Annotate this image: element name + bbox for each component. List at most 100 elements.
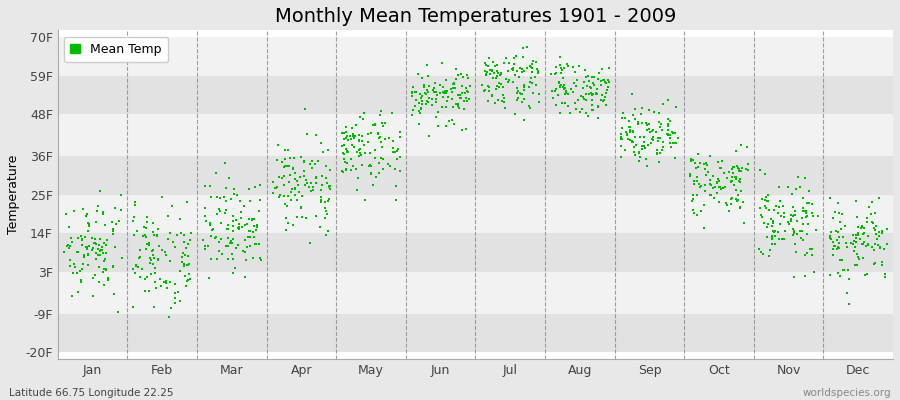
Point	[248, 241, 263, 248]
Point	[508, 111, 523, 117]
Point	[411, 70, 426, 77]
Point	[781, 184, 796, 191]
Point	[690, 151, 705, 158]
Point	[428, 80, 442, 86]
Point	[581, 91, 596, 98]
Point	[99, 267, 113, 274]
Point	[150, 256, 165, 263]
Point	[625, 139, 639, 146]
Point	[158, 248, 172, 255]
Point	[583, 83, 598, 90]
Text: worldspecies.org: worldspecies.org	[803, 388, 891, 398]
Point	[597, 77, 611, 83]
Point	[346, 163, 360, 169]
Point	[795, 228, 809, 234]
Point	[480, 72, 494, 79]
Point	[163, 279, 177, 286]
Point	[553, 62, 567, 68]
Point	[626, 139, 641, 146]
Point	[107, 291, 122, 297]
Point	[787, 230, 801, 237]
Point	[129, 263, 143, 269]
Point	[356, 142, 371, 148]
Point	[138, 276, 152, 282]
Point	[600, 84, 615, 90]
Point	[701, 169, 716, 175]
Point	[428, 113, 443, 120]
Bar	[58, 195, 893, 233]
Point	[355, 133, 369, 140]
Point	[755, 195, 770, 202]
Point	[697, 202, 711, 208]
Point	[798, 252, 813, 258]
Point	[662, 122, 676, 129]
Point	[484, 67, 499, 74]
Point	[315, 149, 329, 156]
Point	[368, 155, 382, 161]
Bar	[58, 272, 893, 314]
Point	[562, 110, 577, 116]
Point	[575, 85, 590, 92]
Point	[759, 194, 773, 200]
Point	[249, 226, 264, 233]
Point	[823, 235, 837, 241]
Point	[635, 143, 650, 149]
Point	[219, 197, 233, 204]
Point	[148, 264, 162, 271]
Point	[454, 90, 469, 96]
Point	[81, 252, 95, 258]
Point	[765, 240, 779, 247]
Point	[154, 283, 168, 289]
Point	[760, 192, 775, 198]
Point	[364, 170, 378, 176]
Point	[626, 144, 641, 150]
Point	[345, 125, 359, 131]
Point	[246, 216, 260, 222]
Point	[729, 148, 743, 154]
Point	[242, 228, 256, 234]
Point	[278, 162, 293, 169]
Point	[522, 103, 536, 109]
Point	[754, 249, 769, 256]
Point	[139, 246, 153, 252]
Point	[372, 135, 386, 141]
Point	[807, 269, 822, 276]
Point	[219, 185, 233, 191]
Point	[167, 244, 182, 250]
Point	[461, 89, 475, 95]
Point	[565, 64, 580, 70]
Point	[318, 204, 332, 211]
Point	[95, 247, 110, 253]
Point	[167, 300, 182, 306]
Point	[523, 104, 537, 111]
Point	[828, 242, 842, 249]
Point	[556, 75, 571, 81]
Bar	[58, 76, 893, 114]
Point	[737, 220, 751, 226]
Point	[631, 121, 645, 128]
Point	[86, 245, 101, 252]
Point	[335, 167, 349, 174]
Point	[86, 292, 101, 299]
Point	[592, 70, 607, 77]
Point	[662, 132, 677, 138]
Point	[601, 79, 616, 86]
Point	[668, 140, 682, 146]
Point	[146, 229, 160, 235]
Point	[353, 146, 367, 152]
Point	[392, 129, 407, 136]
Point	[557, 65, 572, 71]
Point	[436, 94, 450, 100]
Point	[444, 86, 458, 92]
Point	[180, 262, 194, 269]
Point	[875, 261, 889, 268]
Point	[177, 252, 192, 258]
Point	[860, 215, 874, 222]
Point	[852, 256, 867, 262]
Point	[485, 74, 500, 81]
Point	[767, 229, 781, 235]
Point	[214, 236, 229, 242]
Point	[62, 245, 77, 251]
Point	[76, 206, 91, 213]
Point	[238, 274, 252, 280]
